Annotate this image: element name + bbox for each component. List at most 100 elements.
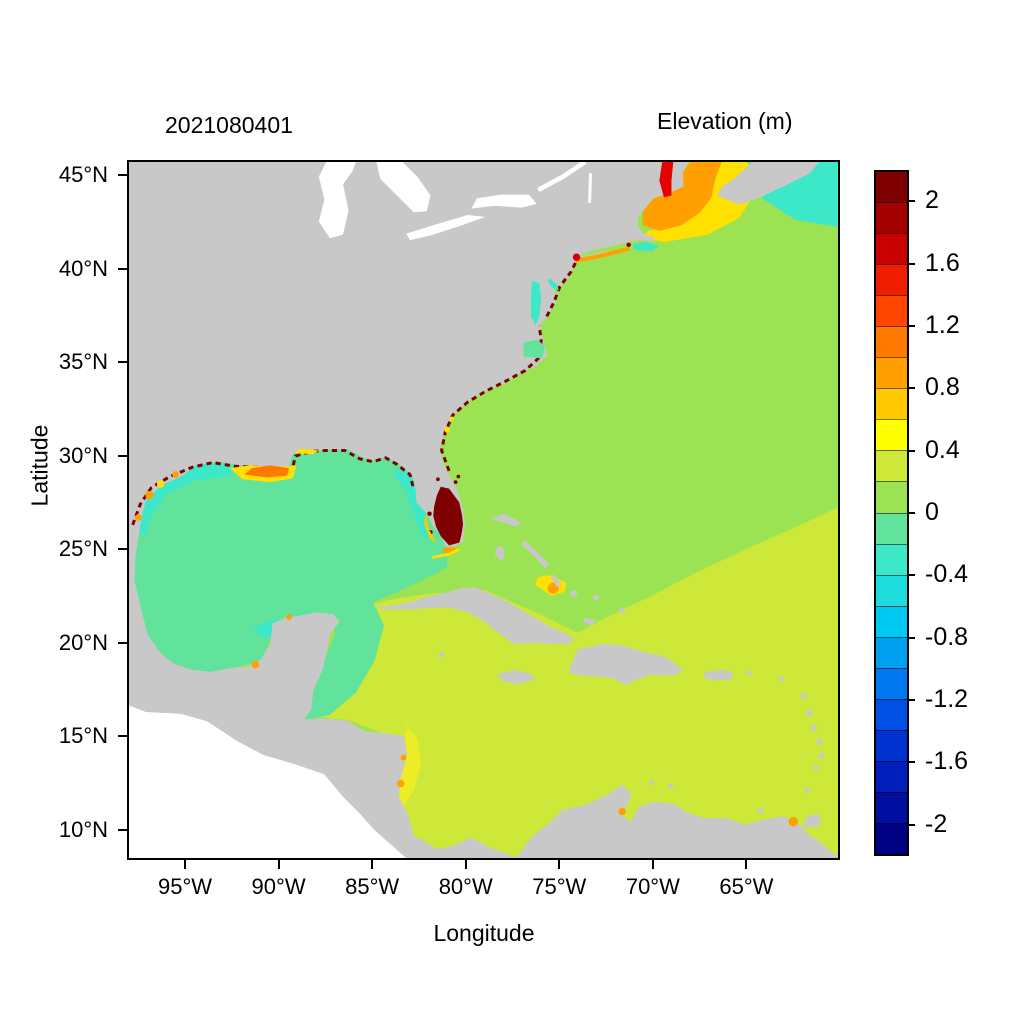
gulf-of-maine-outer-fill (640, 162, 755, 243)
x-tick-label: 80°W (438, 874, 493, 899)
gulf-of-mexico-fill (130, 437, 448, 680)
trinidad-land (801, 814, 821, 828)
x-tick-mark (464, 860, 467, 869)
y-tick-label: 15°N (58, 723, 108, 749)
colorbar-cell (876, 605, 907, 637)
colorbar-tick-label: 0.8 (925, 373, 960, 402)
plot-title: Elevation (m) (657, 108, 793, 134)
new-york-harbor-spot (572, 253, 581, 262)
y-tick-label: 40°N (58, 255, 108, 281)
colorbar-tick-mark (909, 387, 915, 390)
louisiana-surge-core (244, 465, 290, 478)
x-tick-label: 75°W (532, 874, 587, 899)
colorbar-cell (876, 667, 907, 699)
puerto-rico-land (704, 670, 733, 681)
colorbar-tick-mark (909, 324, 915, 327)
colorbar-cell (876, 233, 907, 265)
x-tick-mark (745, 860, 748, 869)
nicaragua-coast-band (396, 720, 422, 810)
x-tick-label: 95°W (157, 874, 213, 899)
nantucket-shoals-patch (633, 242, 660, 252)
bahamas-islands (490, 513, 625, 626)
x-tick-label: 90°W (251, 874, 306, 899)
y-tick-label: 20°N (58, 629, 108, 655)
y-tick-mark (118, 829, 127, 832)
lake-ontario (471, 194, 537, 209)
colorbar-tick-label: -0.8 (925, 622, 969, 651)
colorbar-cell (876, 729, 907, 761)
colorbar-cell (876, 512, 907, 544)
lakes-and-rivers (318, 162, 592, 241)
colorbar-tick-mark (909, 699, 915, 702)
colorbar-tick-mark (909, 823, 915, 826)
colorbar-tick-mark (909, 761, 915, 764)
colorbar-tick-label: 0.4 (925, 435, 960, 464)
colorbar-cell (876, 202, 907, 234)
colorbar-tick-label: 1.2 (925, 310, 960, 339)
colorbar-tick-mark (909, 449, 915, 452)
southwest-florida-fringe (423, 513, 437, 544)
lake-champlain (588, 173, 592, 203)
x-tick-mark (277, 860, 280, 869)
x-tick-mark (558, 860, 561, 869)
colorbar-tick-label: -1.2 (925, 685, 969, 714)
texas-coast-spots (134, 471, 179, 521)
colorbar-tick-mark (909, 636, 915, 639)
colorbar-tick-mark (909, 512, 915, 514)
y-tick-label: 30°N (58, 442, 108, 468)
long-island-coast-fringe (575, 246, 631, 263)
y-tick-mark (118, 454, 127, 457)
colorbar-cell (876, 791, 907, 823)
map-plot-area (127, 160, 840, 860)
colorbar-tick-mark (909, 262, 915, 265)
colorbar-tick-label: 2 (925, 186, 939, 215)
west-florida-shelf-fill (392, 469, 433, 538)
penobscot-bay-surge (659, 162, 674, 198)
lake-huron (376, 162, 431, 213)
y-tick-mark (118, 641, 127, 644)
colorbar-cell (876, 698, 907, 730)
mississippi-sound-fringe (294, 448, 319, 455)
colorbar-tick-mark (909, 200, 915, 203)
gulf-of-maine-fill (642, 162, 722, 231)
y-tick-mark (118, 267, 127, 270)
y-tick-label: 10°N (58, 817, 108, 843)
colorbar-tick-label: -0.4 (925, 560, 969, 589)
colorbar-tick-label: 1.6 (925, 248, 960, 277)
south-america-land (515, 784, 838, 858)
south-florida-flood-cells (433, 486, 464, 546)
lake-erie (406, 215, 486, 241)
colorbar-cell (876, 295, 907, 327)
northwest-caribbean-fill (303, 601, 384, 721)
lake-michigan (318, 162, 357, 239)
x-axis-label: Longitude (433, 920, 535, 946)
colorbar-cell (876, 326, 907, 358)
x-tick-mark (184, 860, 186, 869)
x-tick-mark (371, 860, 374, 869)
y-tick-label: 35°N (58, 349, 108, 375)
colorbar-cell (876, 357, 907, 389)
colorbar-cell (876, 450, 907, 482)
y-tick-mark (118, 548, 127, 551)
scattered-coastal-spots (251, 242, 798, 827)
elevation-map (129, 162, 838, 858)
y-tick-mark (118, 735, 127, 738)
colorbar (874, 170, 909, 856)
colorbar-cell (876, 636, 907, 668)
colorbar-cell (876, 419, 907, 451)
x-tick-label: 65°W (719, 874, 774, 899)
colorbar-cell (876, 760, 907, 792)
y-tick-mark (118, 361, 127, 364)
colorbar-tick-label: -2 (925, 809, 948, 838)
colorbar-cell (876, 481, 907, 513)
colorbar-cell (876, 388, 907, 420)
land-masses (129, 162, 838, 858)
x-tick-label: 70°W (625, 874, 680, 899)
y-tick-label: 45°N (58, 161, 108, 187)
nova-scotia-land (717, 162, 820, 205)
florida-keys-fringe (432, 547, 460, 559)
pamlico-sound-water (523, 339, 545, 359)
small-caribbean-islands (439, 652, 825, 814)
colorbar-cell (876, 264, 907, 296)
colorbar-cell (876, 172, 907, 203)
